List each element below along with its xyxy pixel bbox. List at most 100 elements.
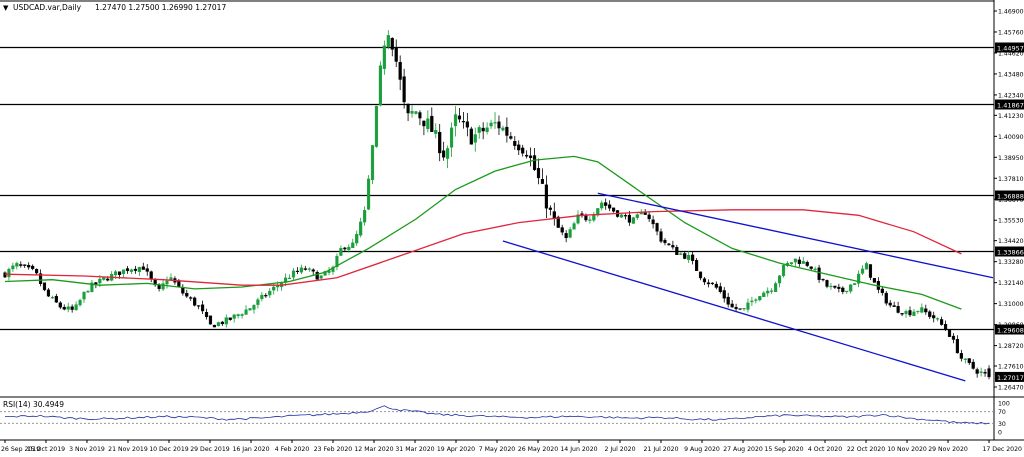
candle-body — [963, 358, 967, 360]
candle-body — [623, 215, 628, 217]
candle-body — [94, 282, 98, 285]
candle-body — [374, 105, 379, 147]
price-tick-label: 1.34420 — [998, 238, 1024, 245]
main-pane: 1.46900 1.45760 1.44620 1.43480 1.42340 1.412… — [0, 0, 1024, 441]
candle-body — [378, 65, 382, 106]
candle-body — [438, 132, 442, 154]
candle-body — [947, 330, 952, 337]
candle-body — [197, 305, 201, 307]
candle-body — [19, 264, 23, 266]
candle-body — [817, 267, 821, 280]
level-label: 1.29608 — [997, 327, 1024, 335]
candle-body — [82, 291, 86, 300]
candle-body — [967, 358, 971, 363]
rsi-tick-label: 0 — [998, 430, 1002, 437]
candle-body — [268, 290, 272, 296]
candle-body — [987, 368, 991, 378]
candle-body — [485, 127, 489, 132]
candle-body — [955, 339, 959, 354]
rsi-title: RSI(14) 30.4949 — [3, 400, 64, 409]
candle-body — [58, 302, 62, 308]
symbol-label: USDCAD.var,Daily — [13, 3, 82, 12]
candle-body — [608, 204, 612, 209]
candle-body — [940, 319, 944, 325]
candle-body — [718, 286, 722, 292]
candle-body — [833, 285, 837, 288]
time-tick-label: 27 Aug 2020 — [723, 446, 763, 453]
candle-body — [390, 38, 394, 50]
level-label-box — [995, 99, 1024, 110]
candle-body — [497, 121, 501, 129]
candle-body — [307, 268, 311, 270]
candle-body — [430, 115, 434, 132]
candle-body — [643, 212, 647, 215]
candle-body — [236, 314, 240, 316]
candle-body — [698, 271, 703, 279]
candle-body — [406, 103, 410, 114]
time-tick-label: 17 Dec 2020 — [982, 446, 1022, 453]
price-tick-label: 1.31000 — [998, 301, 1024, 308]
time-tick-label: 7 May 2020 — [479, 446, 515, 453]
candle-body — [473, 134, 477, 143]
candle-body — [351, 242, 355, 248]
time-tick-label: 31 Mar 2020 — [395, 446, 434, 453]
candle-body — [604, 202, 608, 206]
candle-body — [248, 308, 252, 311]
candle-body — [465, 121, 469, 128]
candle-body — [27, 264, 31, 268]
level-label-box — [995, 324, 1024, 335]
candle-body — [706, 282, 711, 285]
candle-body — [687, 255, 691, 260]
candle-body — [651, 219, 655, 225]
candle-body — [224, 317, 228, 325]
candle-body — [556, 216, 560, 228]
candle-body — [754, 299, 758, 301]
candle-body — [710, 282, 714, 285]
time-tick-label: 14 Jun 2020 — [560, 446, 597, 453]
candle-body — [477, 127, 481, 133]
candle-body — [35, 268, 39, 274]
candle-body — [189, 297, 193, 299]
candle-body — [600, 202, 604, 209]
price-tick-label: 1.37810 — [998, 176, 1024, 183]
candle-body — [560, 227, 564, 233]
candle-body — [54, 295, 58, 303]
price-tick-label: 1.46900 — [998, 8, 1024, 15]
candle-body — [70, 306, 74, 310]
candle-body — [185, 292, 189, 297]
candle-body — [256, 299, 260, 305]
candle-body — [896, 306, 900, 313]
channel-upper-line — [597, 192, 994, 279]
candle-body — [667, 243, 671, 246]
candle-body — [402, 76, 406, 103]
candle-body — [975, 369, 979, 374]
candle-body — [220, 321, 224, 325]
price-label-text: 1.27017 — [997, 374, 1024, 382]
candle-body — [7, 268, 11, 278]
moving-averages — [4, 155, 994, 382]
candle-body — [260, 294, 264, 300]
candle-body — [291, 270, 296, 278]
candle-body — [536, 168, 541, 179]
dropdown-arrow-icon[interactable]: ▼ — [3, 4, 9, 12]
candle-body — [505, 126, 509, 136]
candle-body — [303, 268, 307, 270]
candle-body — [125, 268, 130, 272]
candle-body — [469, 128, 473, 145]
price-label-box — [995, 371, 1024, 382]
candle-body — [457, 115, 462, 120]
candle-body — [564, 233, 568, 239]
candle-body — [323, 271, 327, 276]
candle-body — [801, 261, 805, 264]
candle-body — [900, 313, 904, 315]
candle-body — [777, 275, 782, 284]
time-tick-label: 15 Sep 2020 — [764, 446, 803, 453]
candle-body — [481, 127, 485, 132]
time-tick-label: 19 Apr 2020 — [437, 446, 475, 453]
candle-body — [299, 267, 303, 273]
candle-body — [509, 136, 513, 139]
candle-body — [979, 371, 983, 373]
